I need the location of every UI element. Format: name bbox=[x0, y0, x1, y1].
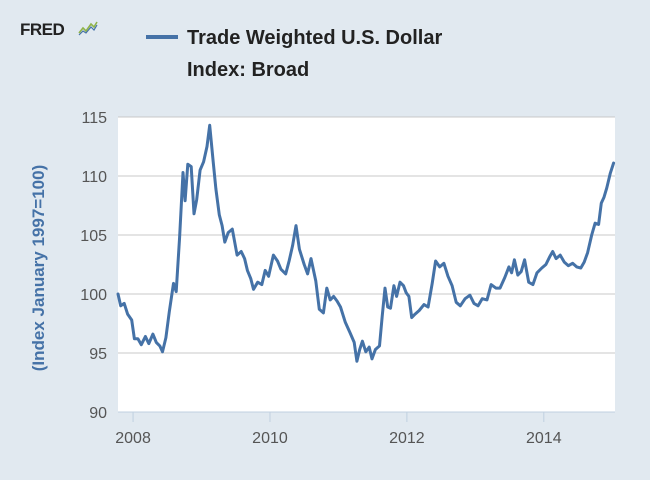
x-tick-labels: 2008 2010 2012 2014 bbox=[115, 430, 561, 447]
legend-label-line2: Index: Broad bbox=[187, 59, 309, 81]
y-axis-label: (Index January 1997=100) bbox=[29, 165, 48, 371]
y-tick-label-105: 105 bbox=[80, 228, 107, 245]
legend: Trade Weighted U.S. Dollar Index: Broad bbox=[146, 27, 442, 81]
fred-logo[interactable]: FRED bbox=[20, 20, 98, 39]
y-tick-label-95: 95 bbox=[89, 346, 107, 363]
y-tick-label-90: 90 bbox=[89, 405, 107, 422]
x-tick-label-2014: 2014 bbox=[526, 430, 562, 447]
x-tick-label-2010: 2010 bbox=[252, 430, 288, 447]
y-tick-labels: 90 95 100 105 110 115 bbox=[80, 110, 107, 422]
fred-logo-text: FRED bbox=[20, 20, 65, 39]
series-line-0 bbox=[116, 123, 616, 363]
x-tick-label-2008: 2008 bbox=[115, 430, 151, 447]
x-tick-label-2012: 2012 bbox=[389, 430, 425, 447]
plot-area bbox=[118, 117, 615, 412]
x-tick-marks bbox=[132, 412, 545, 422]
y-tick-label-115: 115 bbox=[81, 110, 107, 127]
y-tick-label-100: 100 bbox=[80, 287, 107, 304]
y-tick-label-110: 110 bbox=[81, 169, 107, 186]
series-group bbox=[116, 123, 616, 363]
graph-icon bbox=[78, 21, 98, 36]
legend-label-line1: Trade Weighted U.S. Dollar bbox=[187, 27, 442, 49]
